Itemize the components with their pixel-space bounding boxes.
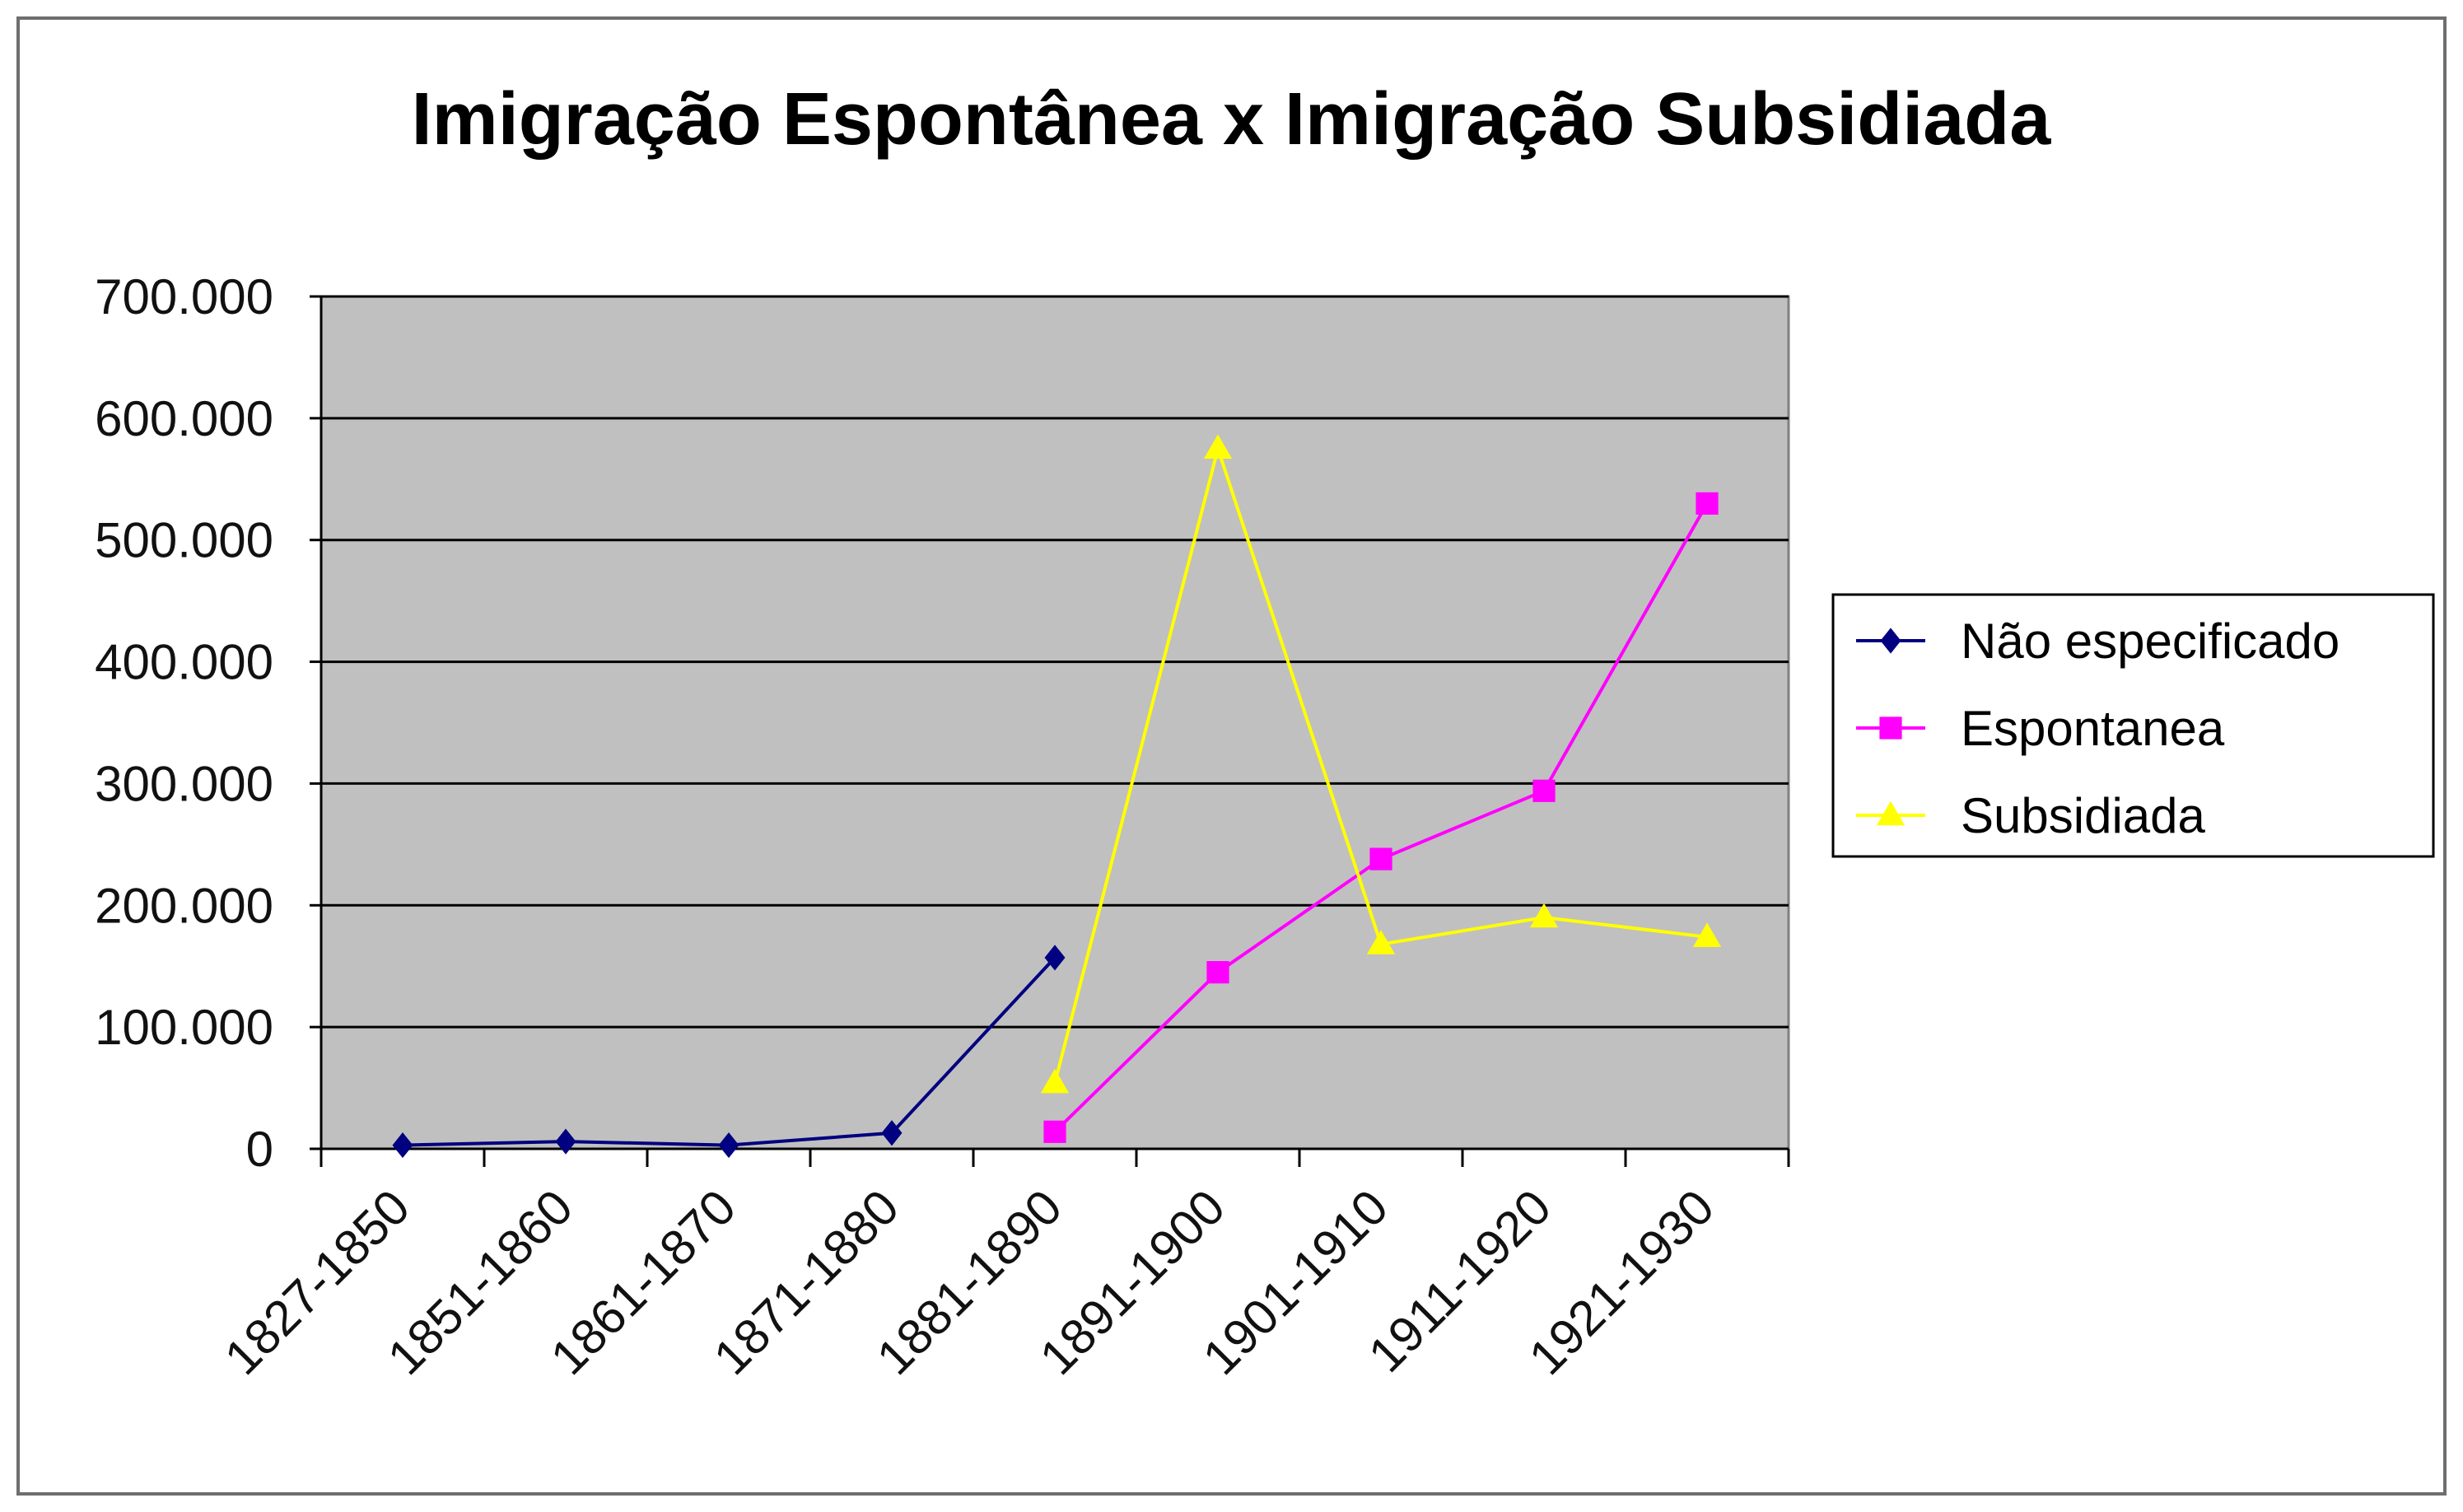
y-tick-label: 0 bbox=[246, 1122, 273, 1177]
data-point-nao-especificado bbox=[881, 1120, 903, 1146]
plot-area bbox=[320, 295, 1790, 1150]
chart-title: Imigração Espontânea x Imigração Subsidi… bbox=[412, 78, 2052, 161]
y-tick-label: 600.000 bbox=[95, 391, 273, 446]
legend-box bbox=[1831, 593, 2435, 858]
y-tick-label: 200.000 bbox=[95, 878, 273, 933]
legend-label-nao-especificado: Não especificado bbox=[1961, 614, 2339, 669]
data-point-nao-especificado bbox=[1044, 945, 1066, 971]
data-point-espontanea bbox=[1206, 961, 1229, 984]
y-tick-label: 400.000 bbox=[95, 635, 273, 690]
data-point-subsidiada bbox=[1692, 922, 1722, 947]
data-point-subsidiada bbox=[1366, 930, 1396, 954]
data-point-espontanea bbox=[1532, 779, 1556, 802]
data-point-espontanea bbox=[1696, 492, 1719, 515]
y-tick-label: 100.000 bbox=[95, 1000, 273, 1055]
data-point-nao-especificado bbox=[718, 1132, 739, 1159]
data-point-nao-especificado bbox=[555, 1128, 576, 1155]
data-point-subsidiada bbox=[1203, 434, 1233, 460]
data-point-nao-especificado bbox=[392, 1132, 413, 1159]
data-point-espontanea bbox=[1043, 1120, 1066, 1143]
data-point-espontanea bbox=[1369, 847, 1392, 870]
legend-label-espontanea: Espontanea bbox=[1961, 701, 2225, 756]
y-tick-label: 300.000 bbox=[95, 756, 273, 811]
legend-label-subsidiada: Subsidiada bbox=[1961, 788, 2206, 843]
legend-marker-espontanea bbox=[1879, 716, 1902, 740]
y-tick-label: 700.000 bbox=[95, 269, 273, 324]
legend-marker-subsidiada bbox=[1876, 800, 1906, 826]
data-point-subsidiada bbox=[1529, 903, 1559, 928]
y-tick-label: 500.000 bbox=[95, 513, 273, 568]
data-point-subsidiada bbox=[1040, 1068, 1070, 1094]
legend-marker-nao-especificado bbox=[1880, 628, 1901, 654]
